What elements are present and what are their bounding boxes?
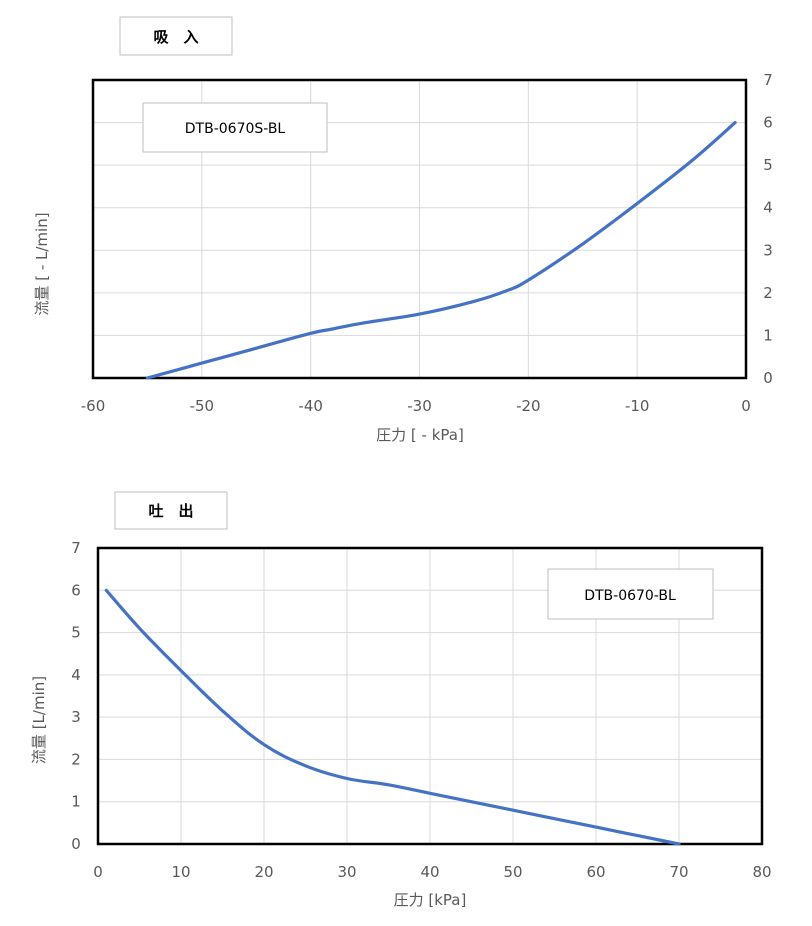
suction-x-tick-labels: -60 -50 -40 -30 -20 -10 0: [81, 397, 751, 415]
discharge-y-tick-labels: 0 1 2 3 4 5 6 7: [71, 539, 81, 853]
discharge-model-label: DTB-0670-BL: [584, 588, 676, 604]
suction-y-tick-label: 2: [763, 284, 773, 302]
suction-y-tick-label: 1: [763, 326, 773, 344]
suction-heading: 吸 入: [153, 28, 198, 46]
discharge-heading: 吐 出: [148, 502, 193, 520]
discharge-x-tick-label: 60: [586, 863, 605, 881]
suction-flow-curve: [145, 121, 737, 380]
discharge-heading-box: [114, 491, 228, 530]
suction-x-tick-label: 0: [741, 397, 751, 415]
suction-plot-frame: [91, 78, 748, 380]
suction-heading-box: [119, 16, 233, 56]
discharge-plot-frame: [96, 546, 764, 846]
suction-model-label: DTB-0670S-BL: [185, 121, 286, 137]
suction-y-tick-label: 6: [763, 114, 773, 132]
discharge-y-tick-label: 4: [71, 666, 81, 684]
suction-y-tick-label: 0: [763, 369, 773, 387]
suction-x-tick-label: -50: [190, 397, 215, 415]
suction-chart: 吸 入 DTB-0670S-BL -60 -50 -40 -30 -20 -10 0 0 1 2…: [33, 16, 773, 444]
suction-model-box: [142, 102, 328, 153]
suction-x-tick-label: -40: [298, 397, 323, 415]
suction-y-tick-labels: 0 1 2 3 4 5 6 7: [763, 71, 773, 387]
discharge-y-tick-label: 6: [71, 581, 81, 599]
discharge-x-tick-label: 80: [752, 863, 771, 881]
discharge-x-tick-label: 40: [420, 863, 439, 881]
suction-y-tick-label: 4: [763, 199, 773, 217]
discharge-y-tick-label: 0: [71, 835, 81, 853]
suction-y-tick-label: 5: [763, 156, 773, 174]
discharge-y-tick-label: 1: [71, 793, 81, 811]
discharge-y-tick-label: 3: [71, 708, 81, 726]
discharge-x-tick-label: 10: [171, 863, 190, 881]
suction-x-tick-label: -20: [516, 397, 541, 415]
discharge-chart: 吐 出 DTB-0670-BL 0 10 20 30 40 50 60 70 80 0 1 2 3 4 5…: [30, 491, 772, 909]
discharge-x-tick-label: 30: [337, 863, 356, 881]
discharge-x-tick-label: 70: [669, 863, 688, 881]
discharge-y-tick-label: 7: [71, 539, 81, 557]
discharge-x-tick-labels: 0 10 20 30 40 50 60 70 80: [93, 863, 771, 881]
suction-y-tick-label: 7: [763, 71, 773, 89]
discharge-model-box: [547, 568, 714, 620]
suction-x-axis-title: 圧力 [ - kPa]: [376, 426, 464, 444]
discharge-y-axis-title: 流量 [L/min]: [30, 676, 48, 764]
discharge-x-axis-title: 圧力 [kPa]: [394, 891, 467, 909]
suction-x-tick-label: -10: [625, 397, 650, 415]
discharge-flow-curve: [104, 588, 681, 846]
discharge-y-tick-label: 2: [71, 750, 81, 768]
discharge-x-tick-label: 50: [503, 863, 522, 881]
suction-y-tick-label: 3: [763, 241, 773, 259]
suction-y-axis-title: 流量 [ - L/min]: [33, 212, 51, 315]
discharge-x-tick-label: 0: [93, 863, 103, 881]
suction-x-tick-label: -60: [81, 397, 106, 415]
discharge-y-tick-label: 5: [71, 624, 81, 642]
discharge-x-tick-label: 20: [254, 863, 273, 881]
suction-x-tick-label: -30: [407, 397, 432, 415]
